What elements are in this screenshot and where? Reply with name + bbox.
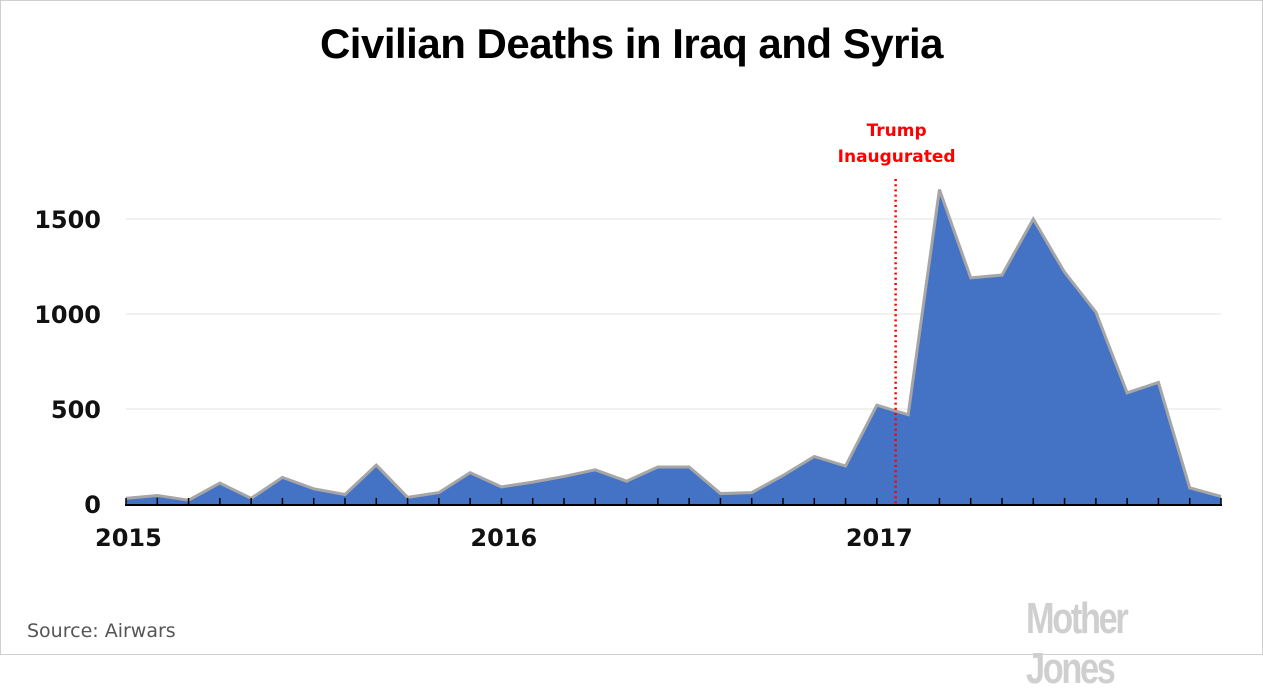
source-note: Source: Airwars: [27, 620, 176, 642]
x-tick-label: 2016: [470, 524, 537, 552]
annotation-label: Trump: [867, 121, 927, 141]
y-tick-label: 0: [84, 491, 101, 519]
area-fill: [126, 190, 1221, 504]
y-tick-label: 500: [51, 396, 101, 424]
y-tick-label: 1500: [34, 206, 101, 234]
x-tick-label: 2015: [95, 524, 162, 552]
brand-logo: Mother Jones: [1026, 594, 1211, 694]
y-tick-label: 1000: [34, 301, 101, 329]
data-area: [126, 189, 1221, 504]
area-chart: 0 500 1000 1500 2015 2016 2017 Trump Inaugurat…: [0, 0, 1263, 655]
x-axis: 2015 2016 2017: [95, 498, 1222, 552]
y-axis-ticks: 0 500 1000 1500: [34, 206, 101, 519]
annotation-label: Inaugurated: [838, 147, 956, 167]
x-tick-label: 2017: [846, 524, 913, 552]
